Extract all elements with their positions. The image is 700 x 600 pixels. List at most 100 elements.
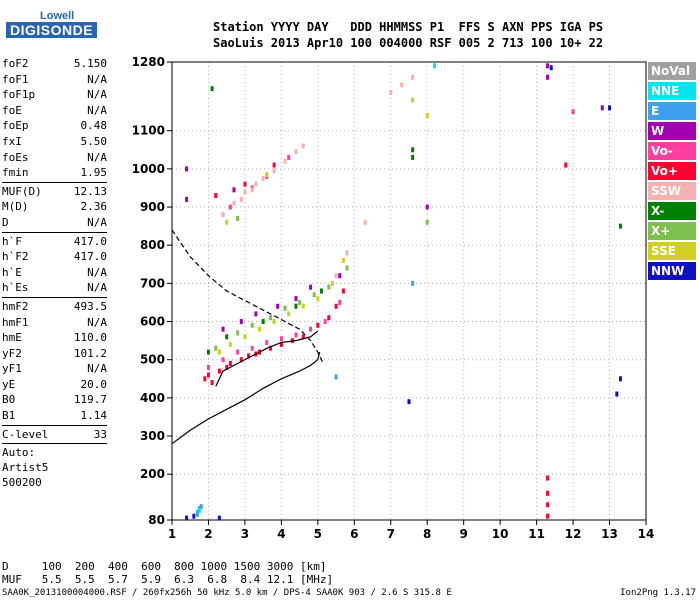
x-tick-label: 13 (601, 527, 618, 541)
param-row: foF1p N/A (2, 87, 107, 103)
param-value: 493.5 (73, 299, 107, 313)
param-name: yF1 (2, 362, 22, 376)
data-point (279, 341, 283, 347)
data-point (287, 311, 291, 317)
legend-item: SSE (648, 242, 696, 260)
param-row: foEs N/A (2, 150, 107, 166)
data-point (608, 105, 612, 111)
param-value: 101.2 (73, 346, 107, 360)
x-tick-label: 12 (565, 527, 582, 541)
param-name: foE (2, 103, 22, 117)
data-point (338, 273, 342, 279)
data-point (228, 204, 232, 210)
data-point (400, 82, 404, 88)
data-point (618, 376, 622, 382)
y-tick-label: 500 (140, 353, 165, 367)
data-point (254, 181, 258, 187)
data-point (425, 112, 429, 118)
param-name: MUF(D) (2, 184, 42, 198)
data-point (206, 364, 210, 370)
param-name: foEs (2, 150, 29, 164)
param-row: B1 1.14 (2, 408, 107, 424)
param-value: 1.95 (80, 166, 108, 180)
legend-item: NoVal (648, 62, 696, 80)
data-point (294, 296, 298, 302)
legend-item: SSW (648, 182, 696, 200)
data-point (268, 315, 272, 321)
y-tick-label: 200 (140, 467, 165, 481)
profile-dashed-line (171, 229, 324, 364)
data-point (407, 399, 411, 405)
param-row: B0 119.7 (2, 392, 107, 408)
plot-frame (171, 61, 647, 521)
data-point (261, 319, 265, 325)
param-value: 110.0 (73, 331, 107, 345)
data-point (294, 303, 298, 309)
data-point (243, 189, 247, 195)
profile-line (215, 330, 319, 387)
data-point (389, 90, 393, 96)
param-value: 0.48 (80, 119, 108, 133)
legend-item: E (648, 102, 696, 120)
x-tick-label: 6 (350, 527, 358, 541)
param-name: fxI (2, 134, 22, 148)
data-point (549, 65, 553, 71)
param-row: h`F2 417.0 (2, 249, 107, 265)
x-tick-label: 10 (492, 527, 509, 541)
legend-item: W (648, 122, 696, 140)
data-point (546, 502, 550, 508)
y-tick-label: 80 (148, 513, 165, 527)
param-name: hmF1 (2, 315, 29, 329)
x-tick-label: 1 (168, 527, 176, 541)
param-separator (2, 296, 107, 298)
data-point (294, 149, 298, 155)
y-tick-label: 800 (140, 238, 165, 252)
param-row: yF2 101.2 (2, 346, 107, 362)
data-point (334, 303, 338, 309)
data-point (425, 204, 429, 210)
legend-item: Vo- (648, 142, 696, 160)
param-value: N/A (87, 150, 107, 164)
param-text: Artist5 (2, 461, 49, 475)
data-point (411, 97, 415, 103)
legend-item: NNW (648, 262, 696, 280)
data-point (301, 303, 305, 309)
data-point (272, 319, 276, 325)
data-point (411, 280, 415, 286)
data-point (265, 340, 269, 346)
legend: NoVal NNE E W Vo- Vo+ SSW X- X+ SSE NNW (648, 62, 696, 282)
x-tick-label: 7 (387, 527, 395, 541)
x-tick-label: 14 (638, 527, 655, 541)
data-point (199, 504, 203, 510)
param-value: 1.14 (80, 409, 108, 423)
data-point (217, 368, 221, 374)
y-tick-label: 700 (140, 276, 165, 290)
data-point (425, 219, 429, 225)
param-row: hmF2 493.5 (2, 299, 107, 315)
data-point (225, 219, 229, 225)
data-point (236, 349, 240, 355)
data-point (185, 515, 189, 521)
param-row: hmF1 N/A (2, 315, 107, 331)
data-point (214, 345, 218, 351)
data-point (236, 215, 240, 221)
y-tick-label: 600 (140, 315, 165, 329)
param-name: yE (2, 377, 16, 391)
data-point (258, 326, 262, 332)
data-point (411, 147, 415, 153)
y-tick-label: 400 (140, 391, 165, 405)
data-point (221, 212, 225, 218)
data-point (411, 154, 415, 160)
data-point (243, 334, 247, 340)
data-point (214, 193, 218, 199)
data-point (546, 63, 550, 69)
data-point (546, 74, 550, 80)
data-point (197, 507, 201, 513)
param-value: 33 (93, 427, 107, 441)
data-point (312, 292, 316, 298)
param-value: N/A (87, 315, 107, 329)
param-value: N/A (87, 265, 107, 279)
param-value: 417.0 (73, 250, 107, 264)
data-point (250, 345, 254, 351)
